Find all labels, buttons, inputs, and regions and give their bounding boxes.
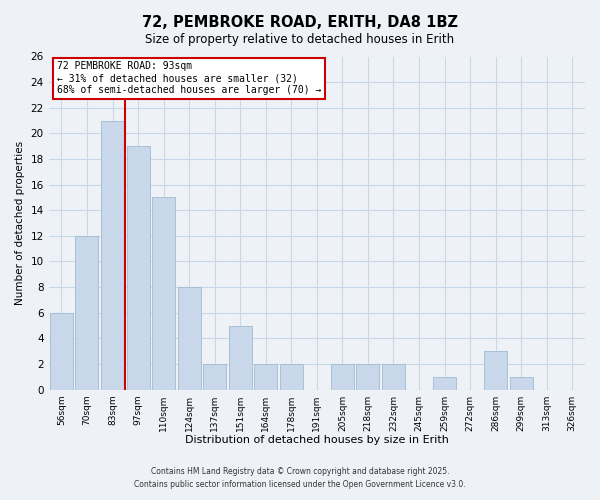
Bar — [254, 364, 277, 390]
Y-axis label: Number of detached properties: Number of detached properties — [15, 141, 25, 305]
Bar — [76, 236, 98, 390]
Bar — [152, 198, 175, 390]
Bar — [484, 351, 507, 390]
Bar — [229, 326, 252, 390]
Bar — [509, 377, 533, 390]
Bar — [178, 287, 200, 390]
Text: Contains HM Land Registry data © Crown copyright and database right 2025.
Contai: Contains HM Land Registry data © Crown c… — [134, 468, 466, 489]
Bar — [356, 364, 379, 390]
Bar — [127, 146, 149, 390]
Text: 72 PEMBROKE ROAD: 93sqm
← 31% of detached houses are smaller (32)
68% of semi-de: 72 PEMBROKE ROAD: 93sqm ← 31% of detache… — [57, 62, 321, 94]
Bar — [382, 364, 405, 390]
Bar — [203, 364, 226, 390]
Bar — [50, 312, 73, 390]
Text: Size of property relative to detached houses in Erith: Size of property relative to detached ho… — [145, 32, 455, 46]
Bar — [280, 364, 303, 390]
Bar — [101, 120, 124, 390]
Bar — [331, 364, 354, 390]
Bar — [433, 377, 456, 390]
Text: 72, PEMBROKE ROAD, ERITH, DA8 1BZ: 72, PEMBROKE ROAD, ERITH, DA8 1BZ — [142, 15, 458, 30]
X-axis label: Distribution of detached houses by size in Erith: Distribution of detached houses by size … — [185, 435, 449, 445]
